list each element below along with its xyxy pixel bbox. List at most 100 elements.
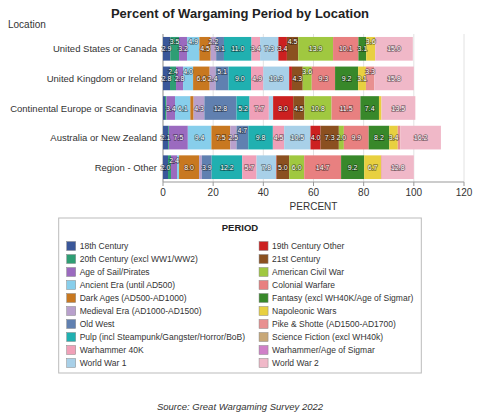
bar-segment: [344, 126, 369, 150]
data-label: 6.6: [197, 75, 207, 82]
data-label: 9.4: [195, 134, 205, 141]
legend: 18th Century20th Century (excl WW1/WW2)A…: [59, 218, 422, 373]
data-label: 15.0: [387, 45, 401, 52]
data-label: 13.9: [309, 45, 323, 52]
y-tick-label: Continental Europe or Scandinavia: [10, 103, 158, 114]
legend-swatch: [259, 307, 268, 316]
data-label: 10.1: [339, 45, 353, 52]
legend-label: Dark Ages (AD500-AD1000): [80, 293, 187, 303]
bar-segment: [375, 37, 413, 61]
bar-segment: [366, 67, 374, 91]
legend-swatch: [67, 268, 76, 277]
data-label: 3.1: [357, 45, 367, 52]
data-label: 3.2: [178, 45, 188, 52]
bar-segment: [228, 67, 251, 91]
bar-segment: [287, 37, 298, 61]
bar-segment: [332, 96, 361, 120]
data-label: 3.1: [215, 45, 225, 52]
data-labels: 2.93.53.24.94.52.23.111.03.47.33.44.513.…: [161, 38, 428, 171]
data-label: 4.0: [311, 134, 321, 141]
data-label: 6.7: [368, 164, 378, 171]
bar-segment: [273, 126, 284, 150]
data-label: 4.9: [188, 38, 198, 45]
legend-swatch: [67, 307, 76, 316]
bar-segment: [335, 67, 358, 91]
legend-label: Colonial Warfare: [272, 280, 335, 290]
bar-segment: [251, 67, 263, 91]
y-axis-label: Location: [8, 19, 46, 30]
data-label: 12.8: [391, 164, 405, 171]
data-label: 7.5: [174, 134, 184, 141]
data-label: 3.4: [389, 134, 399, 141]
legend-label: 21st Century: [272, 254, 321, 264]
data-label: 3.9: [202, 164, 212, 171]
legend-label: 19th Century Other: [272, 241, 344, 251]
legend-label: Pulp (incl Steampunk/Gangster/Horror/BoB…: [80, 332, 246, 342]
legend-label: Warhammer/Age of Sigmar: [272, 345, 375, 355]
data-label: 5.7: [245, 164, 255, 171]
bar-segment: [250, 96, 269, 120]
bar-segment: [212, 155, 243, 179]
bar-segment: [179, 155, 199, 179]
legend-swatch: [67, 320, 76, 329]
bar-segment: [293, 96, 304, 120]
bar-segment: [284, 126, 310, 150]
bar-segment: [400, 126, 441, 150]
bar-segment: [194, 96, 205, 120]
x-tick: [213, 182, 214, 186]
data-label: 2.9: [162, 45, 172, 52]
data-label: 9.2: [348, 164, 358, 171]
data-label: 4.5: [274, 134, 284, 141]
data-label: 5.0: [278, 164, 288, 171]
data-label: 7.3: [325, 134, 335, 141]
legend-title: PERIOD: [222, 222, 259, 233]
x-axis-label: PERCENT: [290, 201, 338, 212]
x-axis-line: [163, 182, 464, 183]
data-label: 7.4: [365, 105, 375, 112]
data-label: 2.0: [161, 164, 171, 171]
legend-swatch: [67, 281, 76, 290]
bar-segment: [379, 96, 382, 120]
bar-segment: [374, 67, 414, 91]
x-tick-label: 20: [208, 187, 220, 198]
data-label: 3.4: [278, 45, 288, 52]
data-label: 10.3: [269, 75, 283, 82]
legend-label: World War 2: [272, 358, 319, 368]
data-label: 11.0: [231, 45, 244, 52]
bar-segment: [298, 37, 333, 61]
grid-line: [464, 34, 465, 182]
data-label: 2.2: [209, 38, 219, 45]
legend-swatch: [259, 333, 268, 342]
legend-label: Napoleonic Wars: [272, 306, 336, 316]
data-label: 12.8: [214, 105, 228, 112]
bar-segment: [369, 126, 390, 150]
legend-swatch: [67, 294, 76, 303]
legend-label: Warhammer 40K: [80, 345, 144, 355]
bar-segment: [310, 126, 320, 150]
bar-segment: [273, 96, 293, 120]
data-label: 10.8: [311, 105, 325, 112]
bar-segment: [187, 37, 199, 61]
bar-segment: [292, 67, 303, 91]
legend-label: 20th Century (excl WW1/WW2): [80, 254, 198, 264]
data-label: 2.4: [169, 157, 179, 164]
y-tick-label: United States or Canada: [53, 43, 158, 54]
bar-segment: [360, 96, 379, 120]
data-label: 16.2: [414, 134, 428, 141]
legend-label: Science Fiction (excl WH40k): [272, 332, 383, 342]
data-label: 9.2: [342, 75, 352, 82]
legend-label: Fantasy (excl WH40K/Age of Sigmar): [272, 293, 413, 303]
data-label: 2.0: [336, 134, 346, 141]
legend-swatch: [67, 255, 76, 264]
bar-segment: [277, 155, 290, 179]
bar-segment: [304, 96, 331, 120]
bar-segment: [366, 37, 375, 61]
data-label: 15.8: [387, 75, 401, 82]
bar-segment: [236, 96, 249, 120]
x-tick-label: 60: [308, 187, 320, 198]
data-label: 4.0: [183, 68, 193, 75]
bar-segment: [381, 96, 415, 120]
bar-segment: [248, 126, 273, 150]
legend-label: 18th Century: [80, 241, 129, 251]
data-label: 6.0: [292, 164, 302, 171]
